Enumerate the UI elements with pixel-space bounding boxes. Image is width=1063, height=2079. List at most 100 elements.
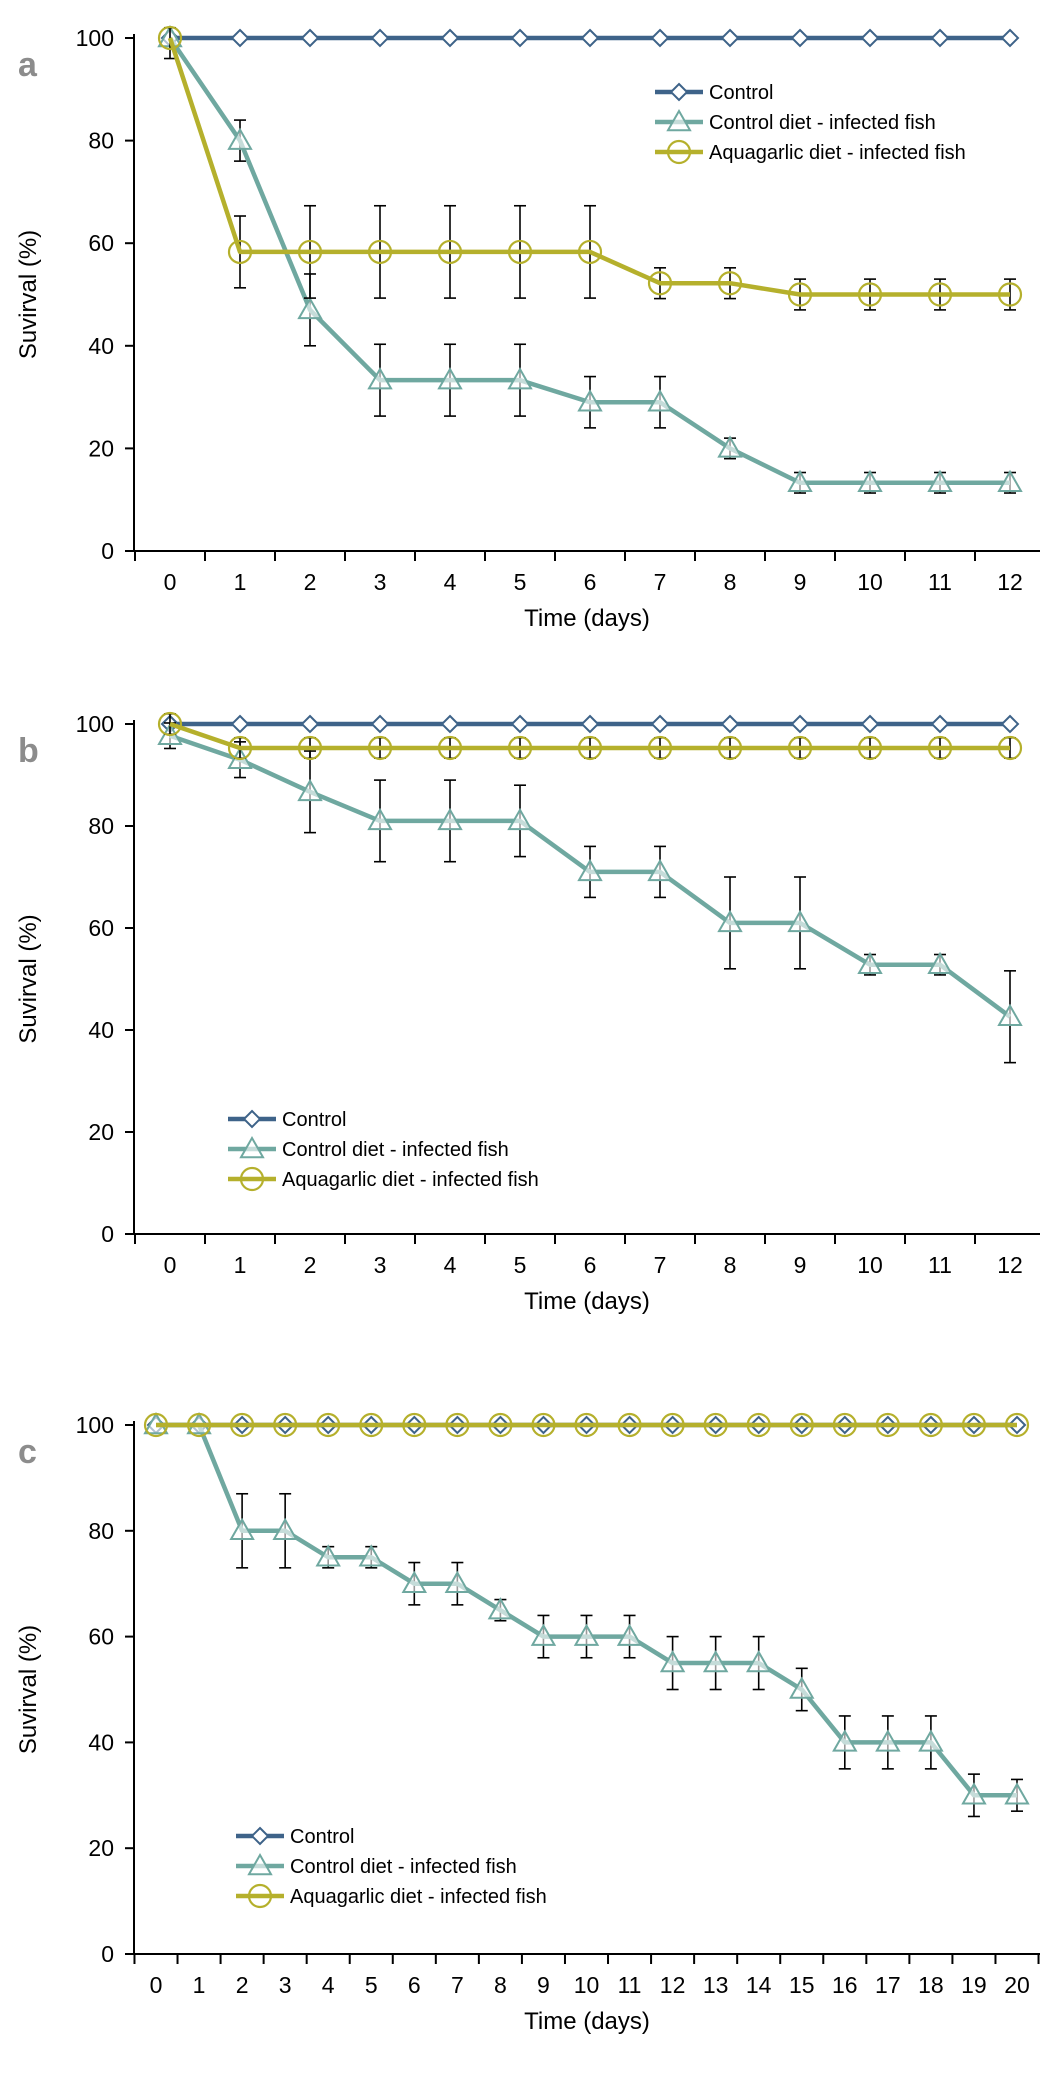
x-tick-label: 9	[794, 569, 807, 595]
data-point	[186, 1412, 212, 1438]
data-point	[717, 435, 743, 458]
series-control_diet	[157, 722, 1023, 1064]
data-point	[577, 858, 603, 882]
data-point	[229, 1517, 255, 1541]
legend-marker	[666, 139, 692, 165]
data-point	[531, 1412, 556, 1438]
x-tick-label: 4	[444, 1252, 457, 1278]
series-aquagarlic	[143, 1412, 1030, 1438]
data-point	[297, 239, 323, 265]
x-tick-label: 0	[164, 1252, 177, 1278]
data-point	[997, 735, 1023, 761]
y-tick-label: 80	[88, 813, 114, 839]
data-point	[857, 735, 883, 761]
data-point	[315, 1544, 341, 1567]
data-point	[367, 367, 393, 390]
data-point	[367, 735, 393, 761]
data-point	[927, 282, 953, 307]
legend-label: Aquagarlic diet - infected fish	[282, 1169, 539, 1191]
data-point	[860, 28, 880, 48]
data-point	[577, 239, 603, 265]
data-point	[507, 807, 533, 831]
data-point	[927, 951, 953, 974]
y-tick-label: 20	[88, 435, 114, 461]
panel-letter: a	[18, 46, 38, 84]
x-tick-label: 2	[236, 1972, 249, 1998]
data-point	[157, 711, 183, 737]
legend-marker	[250, 1826, 270, 1846]
y-tick-label: 20	[88, 1835, 114, 1861]
data-point	[440, 28, 460, 48]
data-point	[230, 1412, 255, 1438]
data-point	[370, 28, 390, 48]
x-tick-label: 1	[234, 1252, 247, 1278]
legend-marker	[247, 1883, 273, 1909]
data-point	[997, 282, 1023, 307]
x-tick-label: 6	[584, 1252, 597, 1278]
data-point	[659, 1650, 686, 1673]
data-point	[444, 1570, 471, 1593]
x-tick-label: 1	[234, 569, 247, 595]
x-tick-label: 5	[514, 569, 527, 595]
x-tick-label: 8	[724, 569, 737, 595]
data-point	[1004, 1412, 1030, 1438]
y-tick-label: 0	[101, 538, 114, 564]
data-point	[875, 1729, 901, 1752]
data-point	[997, 1003, 1023, 1026]
data-point	[297, 735, 323, 761]
x-axis-title: Time (days)	[524, 1288, 650, 1315]
data-point	[650, 714, 670, 734]
data-point	[510, 714, 530, 734]
y-tick-label: 0	[101, 1941, 114, 1967]
data-point	[230, 28, 250, 48]
x-tick-label: 9	[794, 1252, 807, 1278]
x-tick-label: 10	[857, 1252, 883, 1278]
data-point	[507, 735, 533, 761]
x-tick-label: 3	[279, 1972, 292, 1998]
x-tick-label: 3	[374, 569, 387, 595]
data-point	[580, 28, 600, 48]
data-point	[660, 1412, 685, 1438]
x-tick-label: 16	[832, 1972, 858, 1998]
x-tick-label: 12	[660, 1972, 686, 1998]
x-tick-label: 20	[1004, 1972, 1030, 1998]
y-axis-title: Suvirval (%)	[15, 230, 42, 359]
data-point	[617, 1412, 642, 1438]
data-point	[918, 1729, 944, 1752]
x-tick-label: 5	[365, 1972, 378, 1998]
legend-label: Control diet - infected fish	[290, 1856, 517, 1878]
series-control_diet	[157, 24, 1023, 494]
x-tick-label: 12	[997, 1252, 1023, 1278]
data-point	[580, 714, 600, 734]
x-tick-label: 10	[574, 1972, 600, 1998]
x-axis-title: Time (days)	[524, 2008, 650, 2035]
data-point	[787, 735, 813, 761]
data-point	[227, 239, 253, 265]
x-tick-label: 15	[789, 1972, 815, 1998]
data-point	[577, 735, 603, 761]
series-line	[169, 721, 1010, 751]
data-point	[790, 28, 810, 48]
panel-letter: c	[18, 1433, 37, 1471]
data-point	[359, 1412, 384, 1438]
data-point	[717, 271, 743, 296]
data-point	[507, 239, 533, 265]
data-point	[370, 714, 390, 734]
x-tick-label: 1	[193, 1972, 206, 1998]
data-point	[787, 909, 813, 933]
data-point	[702, 1650, 729, 1673]
legend-label: Control	[282, 1109, 346, 1131]
data-point	[703, 1412, 728, 1438]
y-tick-label: 60	[88, 230, 114, 256]
panel-letter: b	[18, 732, 39, 770]
x-tick-label: 13	[703, 1972, 729, 1998]
x-tick-label: 8	[724, 1252, 737, 1278]
y-axis-title: Suvirval (%)	[15, 914, 42, 1043]
x-tick-label: 7	[654, 569, 667, 595]
y-tick-label: 100	[76, 25, 114, 51]
data-point	[961, 1782, 987, 1805]
data-point	[746, 1412, 771, 1438]
